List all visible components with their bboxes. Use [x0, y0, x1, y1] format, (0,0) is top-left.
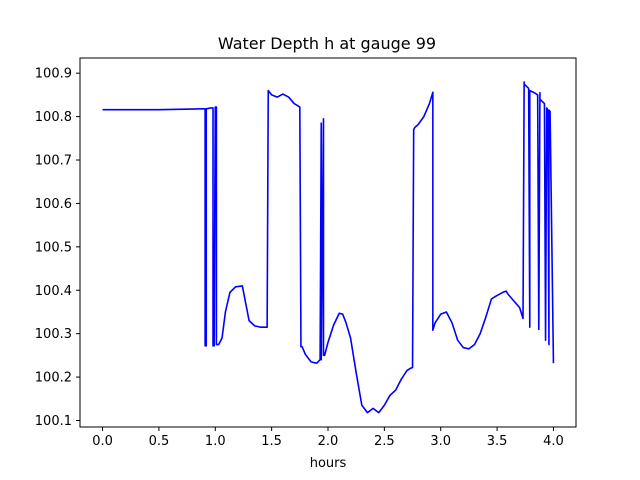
x-tick-label: 2.5 [374, 434, 395, 449]
y-tick-label: 100.2 [35, 371, 72, 386]
x-tick-label: 0.5 [149, 434, 170, 449]
series-layer [102, 81, 555, 414]
series-line-water-depth [102, 81, 555, 414]
y-tick-label: 100.1 [35, 414, 72, 429]
x-tick-label: 3.0 [430, 434, 451, 449]
y-tick-label: 100.5 [35, 240, 72, 255]
plot-area [79, 57, 577, 428]
x-axis: 0.0 0.5 1.0 1.5 2.0 2.5 3.0 3.5 4.0 [92, 427, 564, 449]
y-tick-label: 100.4 [35, 284, 72, 299]
x-tick-label: 0.0 [92, 434, 113, 449]
axes-background [80, 58, 576, 427]
x-tick-label: 1.5 [261, 434, 282, 449]
x-tick-label: 3.5 [487, 434, 508, 449]
y-tick-label: 100.8 [35, 110, 72, 125]
y-tick-label: 100.6 [35, 197, 72, 212]
y-axis: 100.1 100.2 100.3 100.4 100.5 100.6 100.7 100.8… [35, 67, 80, 429]
y-tick-label: 100.3 [35, 327, 72, 342]
x-tick-label: 4.0 [543, 434, 564, 449]
x-tick-label: 1.0 [205, 434, 226, 449]
y-tick-label: 100.9 [35, 67, 72, 82]
x-axis-label: hours [310, 456, 347, 471]
x-tick-label: 2.0 [318, 434, 339, 449]
y-tick-label: 100.7 [35, 154, 72, 169]
chart-title: Water Depth h at gauge 99 [218, 34, 436, 53]
